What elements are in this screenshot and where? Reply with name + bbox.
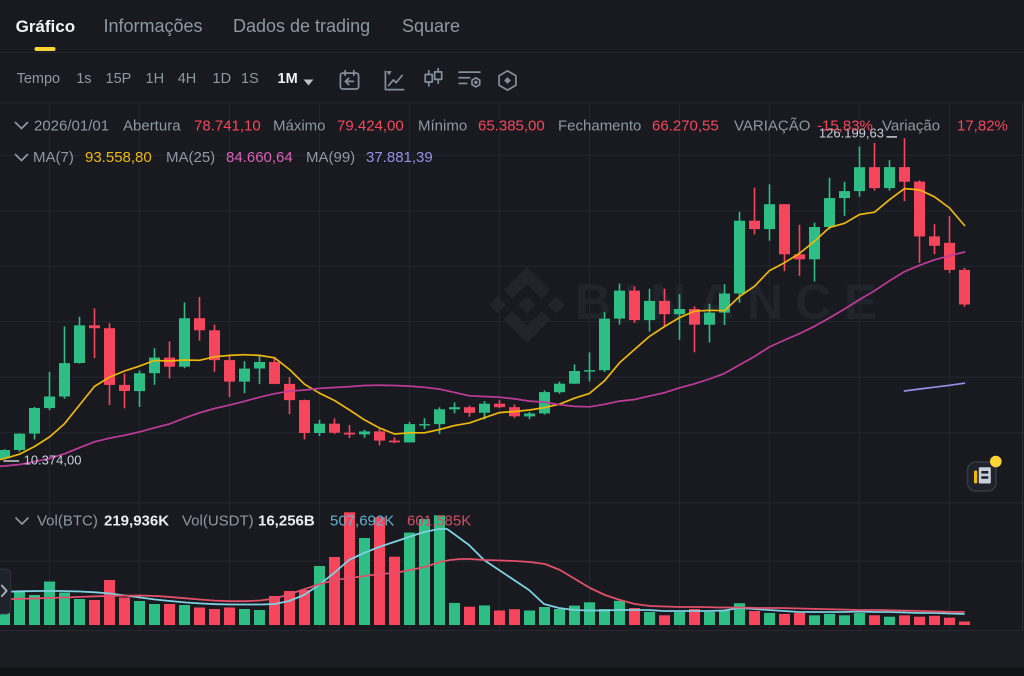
svg-text:MA(25): MA(25)	[166, 149, 215, 166]
svg-text:Abertura: Abertura	[123, 118, 181, 135]
svg-text:2026/01/01: 2026/01/01	[34, 118, 109, 135]
svg-text:601,585K: 601,585K	[407, 513, 471, 530]
svg-text:-15,83%: -15,83%	[817, 118, 873, 135]
svg-text:65.385,00: 65.385,00	[478, 118, 545, 135]
svg-text:78.741,10: 78.741,10	[194, 118, 261, 135]
svg-text:MA(7): MA(7)	[33, 149, 74, 166]
svg-text:84.660,64: 84.660,64	[226, 149, 293, 166]
svg-text:Mínimo: Mínimo	[418, 118, 467, 135]
svg-text:Fechamento: Fechamento	[558, 118, 641, 135]
svg-text:16,256B: 16,256B	[258, 513, 315, 530]
svg-text:37.881,39: 37.881,39	[366, 149, 433, 166]
svg-text:Vol(USDT): Vol(USDT)	[182, 513, 254, 530]
svg-text:79.424,00: 79.424,00	[337, 118, 404, 135]
svg-text:Máximo: Máximo	[273, 118, 326, 135]
svg-text:126.199,63: 126.199,63	[819, 126, 884, 141]
svg-text:507,692K: 507,692K	[330, 513, 394, 530]
svg-text:93.558,80: 93.558,80	[85, 149, 152, 166]
svg-text:219,936K: 219,936K	[104, 513, 169, 530]
svg-text:Variação: Variação	[882, 118, 940, 135]
svg-text:VARIAÇÃO: VARIAÇÃO	[734, 118, 810, 135]
svg-text:10.374,00: 10.374,00	[24, 453, 82, 468]
svg-text:MA(99): MA(99)	[306, 149, 355, 166]
svg-text:17,82%: 17,82%	[957, 118, 1008, 135]
svg-text:Vol(BTC): Vol(BTC)	[37, 513, 98, 530]
svg-text:66.270,55: 66.270,55	[652, 118, 719, 135]
